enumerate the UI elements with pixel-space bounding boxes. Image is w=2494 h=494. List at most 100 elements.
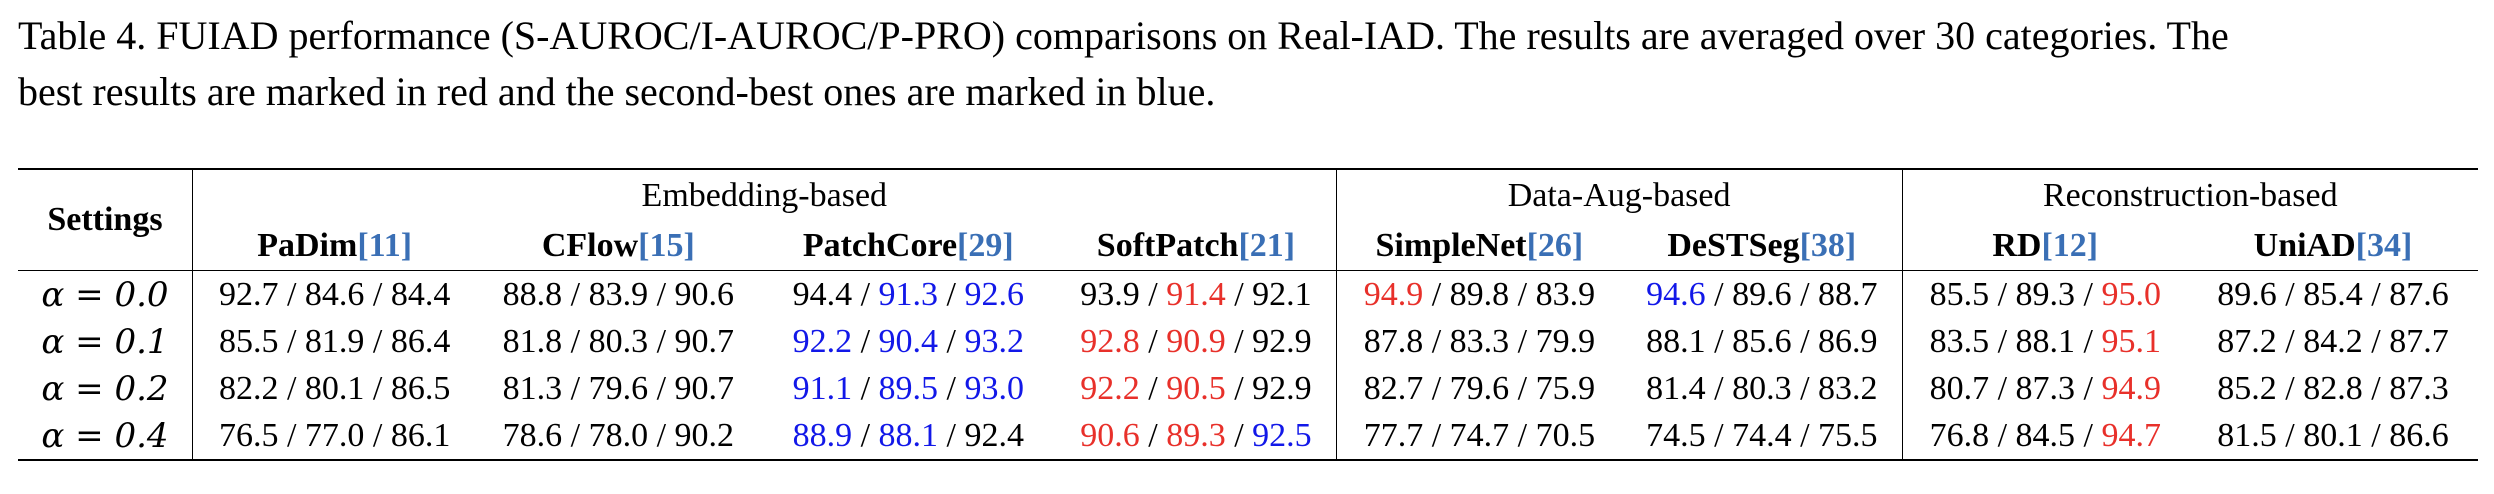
metric-value: 89.3 [1166, 416, 1226, 454]
metric-separator: / [1791, 275, 1819, 313]
metric-separator: / [2075, 322, 2102, 360]
metric-value: 93.2 [964, 322, 1024, 360]
metric-separator: / [1139, 275, 1167, 313]
metric-value: 81.3 [502, 369, 563, 407]
metric-value: 84.4 [390, 275, 451, 313]
metric-value: 79.6 [588, 369, 649, 407]
metric-separator: / [1225, 369, 1253, 407]
result-cell: 83.5 / 88.1 / 95.1 [1902, 318, 2188, 365]
citation-link[interactable]: [34] [2355, 227, 2413, 264]
metric-value: 94.6 [1646, 275, 1706, 313]
citation-link[interactable]: [29] [957, 227, 1014, 264]
citation-link[interactable]: [11] [357, 227, 413, 264]
metric-separator: / [2075, 369, 2102, 407]
metric-separator: / [1225, 275, 1253, 313]
metric-separator: / [1791, 369, 1819, 407]
setting-label: α = 0.1 [18, 318, 193, 365]
metric-value: 83.9 [1535, 275, 1596, 313]
citation-link[interactable]: [21] [1238, 227, 1296, 264]
metric-separator: / [1423, 275, 1450, 313]
metric-separator: / [2362, 416, 2390, 454]
metric-separator: / [852, 322, 879, 360]
metric-separator: / [2276, 275, 2304, 313]
citation-link[interactable]: [15] [638, 227, 695, 264]
result-cell: 87.2 / 84.2 / 87.7 [2188, 318, 2478, 365]
result-cell: 92.2 / 90.4 / 93.2 [760, 318, 1056, 365]
method-name: PaDim [257, 227, 358, 264]
result-cell: 94.6 / 89.6 / 88.7 [1622, 270, 1903, 318]
metric-separator: / [1509, 322, 1536, 360]
setting-label: α = 0.2 [18, 365, 193, 412]
metric-separator: / [562, 275, 589, 313]
metric-value: 83.5 [1929, 322, 1990, 360]
caption-line-1: Table 4. FUIAD performance (S-AUROC/I-AU… [18, 13, 2229, 58]
citation-link[interactable]: [38] [1799, 227, 1857, 264]
metric-value: 81.5 [2217, 416, 2277, 454]
metric-value: 92.7 [218, 275, 279, 313]
result-cell: 81.8 / 80.3 / 90.7 [476, 318, 760, 365]
metric-separator: / [2276, 416, 2304, 454]
metric-value: 82.2 [218, 369, 279, 407]
metric-value: 86.5 [390, 369, 451, 407]
settings-header: Settings [18, 169, 193, 271]
result-cell: 90.6 / 89.3 / 92.5 [1056, 412, 1337, 460]
metric-separator: / [2362, 322, 2390, 360]
metric-value: 86.9 [1818, 322, 1878, 360]
result-cell: 88.9 / 88.1 / 92.4 [760, 412, 1056, 460]
method-header-softpatch: SoftPatch[21] [1056, 222, 1337, 271]
result-cell: 82.2 / 80.1 / 86.5 [192, 365, 476, 412]
results-table-body: α = 0.0 92.7 / 84.6 / 84.4 88.8 / 83.9 / 9… [18, 270, 2478, 460]
metric-value: 78.6 [502, 416, 563, 454]
metric-value: 80.1 [2303, 416, 2363, 454]
result-cell: 78.6 / 78.0 / 90.2 [476, 412, 760, 460]
metric-separator: / [2075, 416, 2102, 454]
table-caption: Table 4. FUIAD performance (S-AUROC/I-AU… [18, 8, 2478, 120]
metric-value: 86.6 [2389, 416, 2449, 454]
metric-value: 94.4 [792, 275, 853, 313]
metric-separator: / [364, 275, 391, 313]
metric-value: 78.0 [588, 416, 649, 454]
metric-value: 80.3 [588, 322, 649, 360]
metric-value: 85.5 [218, 322, 279, 360]
method-name: CFlow [541, 227, 639, 264]
method-name: PatchCore [802, 227, 958, 264]
citation-link[interactable]: [12] [2041, 227, 2099, 264]
metric-value: 76.8 [1929, 416, 1990, 454]
result-cell: 92.8 / 90.9 / 92.9 [1056, 318, 1337, 365]
metric-value: 75.5 [1818, 416, 1878, 454]
metric-value: 90.2 [674, 416, 735, 454]
metric-value: 87.7 [2389, 322, 2449, 360]
metric-separator: / [1705, 275, 1733, 313]
result-cell: 82.7 / 79.6 / 75.9 [1336, 365, 1622, 412]
result-cell: 89.6 / 85.4 / 87.6 [2188, 271, 2478, 319]
metric-separator: / [938, 322, 965, 360]
metric-separator: / [1791, 416, 1819, 454]
metric-value: 87.8 [1363, 322, 1424, 360]
metric-separator: / [1423, 369, 1450, 407]
metric-separator: / [1989, 322, 2016, 360]
metric-value: 81.8 [502, 322, 563, 360]
metric-value: 89.5 [878, 369, 939, 407]
metric-separator: / [2362, 369, 2390, 407]
metric-value: 85.2 [2217, 369, 2277, 407]
metric-value: 91.1 [792, 369, 853, 407]
result-cell: 81.4 / 80.3 / 83.2 [1622, 365, 1903, 412]
metric-value: 79.9 [1535, 322, 1596, 360]
metric-separator: / [2362, 275, 2390, 313]
result-cell: 92.2 / 90.5 / 92.9 [1056, 365, 1337, 412]
metric-value: 91.4 [1166, 275, 1226, 313]
result-cell: 92.7 / 84.6 / 84.4 [192, 271, 476, 319]
metric-separator: / [278, 369, 305, 407]
metric-separator: / [562, 416, 589, 454]
result-cell: 80.7 / 87.3 / 94.9 [1902, 365, 2188, 412]
result-cell: 81.5 / 80.1 / 86.6 [2188, 412, 2478, 460]
metric-separator: / [938, 275, 965, 313]
method-header-cflow: CFlow[15] [476, 222, 760, 271]
metric-separator: / [1139, 416, 1167, 454]
metric-value: 74.7 [1449, 416, 1510, 454]
method-name: RD [1992, 227, 2042, 264]
metric-separator: / [1509, 275, 1536, 313]
citation-link[interactable]: [26] [1526, 227, 1584, 264]
metric-value: 74.5 [1646, 416, 1706, 454]
setting-label: α = 0.0 [18, 270, 193, 318]
